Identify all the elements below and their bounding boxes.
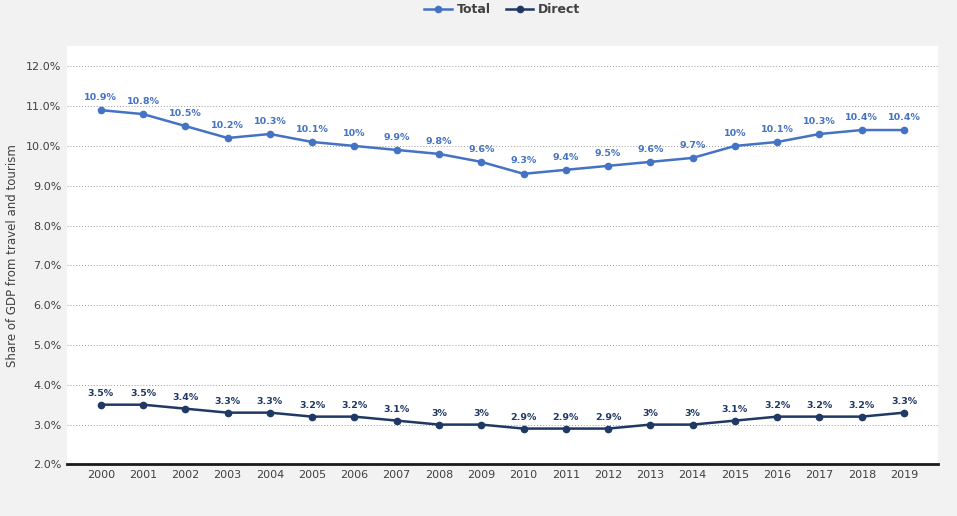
Direct — [518, 426, 529, 432]
Total — [518, 171, 529, 177]
Direct — [264, 410, 276, 416]
Direct — [95, 401, 106, 408]
Text: 3.5%: 3.5% — [88, 389, 114, 398]
Total — [180, 123, 191, 129]
Text: 10%: 10% — [344, 128, 366, 138]
Text: 3%: 3% — [642, 409, 658, 417]
Text: 10.3%: 10.3% — [254, 117, 286, 126]
Y-axis label: Share of GDP from travel and tourism: Share of GDP from travel and tourism — [6, 144, 19, 367]
Text: 9.7%: 9.7% — [679, 140, 706, 150]
Text: 10.8%: 10.8% — [126, 97, 160, 106]
Text: 3.3%: 3.3% — [256, 397, 283, 406]
Direct — [856, 413, 867, 420]
Direct — [180, 406, 191, 412]
Text: 9.4%: 9.4% — [552, 153, 579, 162]
Text: 2.9%: 2.9% — [595, 413, 621, 422]
Total — [687, 155, 699, 161]
Text: 3.4%: 3.4% — [172, 393, 198, 402]
Total — [602, 163, 613, 169]
Direct — [602, 426, 613, 432]
Text: 10%: 10% — [723, 128, 746, 138]
Direct — [348, 413, 360, 420]
Text: 3.1%: 3.1% — [384, 405, 410, 414]
Direct — [306, 413, 318, 420]
Text: 3.2%: 3.2% — [849, 401, 875, 410]
Total — [306, 139, 318, 145]
Total — [434, 151, 445, 157]
Total — [560, 167, 571, 173]
Text: 2.9%: 2.9% — [510, 413, 537, 422]
Text: 3.2%: 3.2% — [299, 401, 325, 410]
Direct — [899, 410, 910, 416]
Direct — [434, 422, 445, 428]
Direct — [687, 422, 699, 428]
Text: 10.9%: 10.9% — [84, 93, 118, 102]
Line: Total: Total — [98, 107, 907, 177]
Direct — [138, 401, 149, 408]
Total — [348, 143, 360, 149]
Total — [813, 131, 825, 137]
Text: 9.9%: 9.9% — [384, 133, 410, 141]
Total — [899, 127, 910, 133]
Text: 3.2%: 3.2% — [764, 401, 790, 410]
Direct — [645, 422, 657, 428]
Text: 10.4%: 10.4% — [887, 112, 921, 122]
Direct — [560, 426, 571, 432]
Direct — [729, 417, 741, 424]
Text: 3%: 3% — [431, 409, 447, 417]
Text: 3%: 3% — [684, 409, 701, 417]
Text: 3.3%: 3.3% — [214, 397, 241, 406]
Total — [771, 139, 783, 145]
Text: 3.5%: 3.5% — [130, 389, 156, 398]
Total — [391, 147, 403, 153]
Text: 9.8%: 9.8% — [426, 137, 453, 146]
Text: 3%: 3% — [474, 409, 489, 417]
Total — [264, 131, 276, 137]
Legend: Total, Direct: Total, Direct — [419, 0, 586, 21]
Line: Direct: Direct — [98, 401, 907, 432]
Total — [729, 143, 741, 149]
Text: 9.6%: 9.6% — [468, 144, 495, 154]
Total — [222, 135, 234, 141]
Direct — [222, 410, 234, 416]
Text: 9.6%: 9.6% — [637, 144, 663, 154]
Text: 3.1%: 3.1% — [722, 405, 748, 414]
Text: 3.2%: 3.2% — [807, 401, 833, 410]
Direct — [476, 422, 487, 428]
Text: 9.3%: 9.3% — [510, 156, 537, 166]
Total — [645, 159, 657, 165]
Text: 2.9%: 2.9% — [552, 413, 579, 422]
Text: 9.5%: 9.5% — [595, 149, 621, 157]
Total — [856, 127, 867, 133]
Total — [138, 111, 149, 117]
Text: 10.1%: 10.1% — [761, 125, 793, 134]
Text: 10.3%: 10.3% — [803, 117, 835, 126]
Text: 3.3%: 3.3% — [891, 397, 917, 406]
Total — [476, 159, 487, 165]
Text: 10.4%: 10.4% — [845, 112, 879, 122]
Text: 10.2%: 10.2% — [211, 121, 244, 130]
Direct — [391, 417, 403, 424]
Direct — [771, 413, 783, 420]
Text: 10.5%: 10.5% — [169, 109, 202, 118]
Direct — [813, 413, 825, 420]
Total — [95, 107, 106, 113]
Text: 10.1%: 10.1% — [296, 125, 328, 134]
Text: 3.2%: 3.2% — [342, 401, 367, 410]
